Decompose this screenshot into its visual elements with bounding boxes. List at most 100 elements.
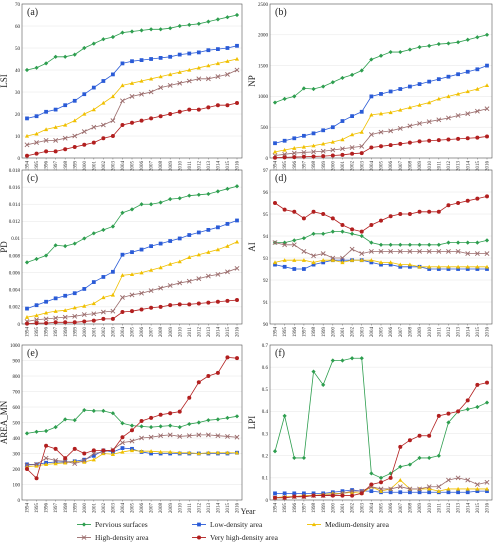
data-point — [101, 295, 106, 300]
y-tick-label: 0.012 — [9, 220, 21, 225]
y-tick-label: 0.4 — [262, 410, 269, 415]
data-point — [196, 76, 202, 82]
data-point — [34, 317, 39, 323]
data-point — [196, 380, 201, 385]
data-point — [177, 236, 182, 241]
data-point — [436, 413, 441, 418]
data-point — [72, 446, 77, 451]
panel-3: 0 0.002 0.004 0.006 0.008 0.01 0.012 0.014 0.016… — [0, 169, 243, 338]
y-tick-label: 900 — [13, 359, 21, 364]
data-point — [379, 262, 383, 267]
data-point — [91, 41, 96, 46]
data-point — [446, 411, 451, 416]
data-point — [205, 273, 211, 279]
data-point — [484, 83, 490, 87]
plot-frame — [21, 3, 243, 159]
data-point — [53, 243, 58, 248]
data-point — [43, 310, 49, 315]
data-point — [474, 482, 480, 487]
data-point — [330, 153, 335, 158]
data-point — [53, 125, 58, 129]
data-point — [149, 116, 154, 121]
data-point — [158, 433, 164, 439]
data-point — [340, 75, 345, 81]
x-tick-label: 2009 — [418, 503, 423, 514]
data-point — [272, 100, 278, 105]
x-tick-label: 2012 — [197, 327, 202, 338]
y-tick-label: 0 — [266, 499, 269, 504]
data-point — [72, 320, 77, 325]
x-tick-label: 2009 — [169, 161, 174, 172]
data-point — [101, 227, 106, 232]
data-point — [426, 248, 432, 254]
data-point — [234, 414, 240, 419]
data-point — [320, 251, 326, 257]
data-point — [465, 267, 470, 271]
data-point — [225, 46, 230, 50]
y-tick-label: 0.008 — [9, 254, 21, 259]
x-tick-label: 2010 — [428, 161, 433, 172]
data-point — [53, 54, 58, 59]
data-point — [120, 123, 125, 127]
series-pervious-surfaces — [272, 32, 490, 105]
data-point — [321, 258, 326, 262]
data-point — [186, 278, 192, 284]
x-tick-label: 2005 — [380, 327, 385, 338]
data-point — [427, 433, 432, 438]
data-point — [216, 47, 220, 51]
series-medium-density-area — [24, 56, 240, 138]
y-tick-label: 90 — [263, 323, 269, 328]
x-tick-label: 2000 — [331, 161, 336, 172]
data-point — [101, 37, 106, 42]
data-point — [350, 151, 355, 156]
data-point — [158, 200, 163, 205]
data-point — [129, 93, 135, 99]
data-point — [130, 309, 134, 314]
data-point — [301, 494, 306, 499]
data-point — [349, 488, 355, 494]
x-tick-label: 1994 — [26, 327, 31, 338]
data-point — [397, 248, 403, 254]
legend-marker — [81, 535, 87, 540]
data-point — [398, 464, 403, 469]
data-point — [417, 209, 422, 214]
data-point — [359, 151, 364, 156]
data-point — [407, 123, 413, 129]
data-point — [62, 314, 68, 320]
data-point — [72, 313, 78, 319]
data-point — [475, 67, 480, 72]
data-point — [72, 98, 77, 103]
data-point — [321, 493, 326, 498]
y-tick-label: 2500 — [258, 3, 269, 8]
x-tick-label: 2011 — [437, 161, 442, 171]
data-point — [388, 89, 393, 94]
legend-label: High-density area — [95, 533, 149, 542]
data-point — [359, 251, 365, 257]
x-tick-label: 2003 — [360, 327, 365, 338]
series-very-high-density-area — [273, 134, 489, 160]
x-tick-label: 2013 — [457, 503, 462, 514]
data-point — [24, 315, 30, 319]
data-point — [311, 209, 316, 214]
legend-label: Pervious surfaces — [95, 520, 148, 529]
data-point — [91, 124, 97, 130]
data-point — [158, 285, 164, 291]
y-axis-label: AI — [247, 242, 257, 252]
data-point — [368, 132, 374, 138]
x-tick-label: 2003 — [360, 503, 365, 514]
y-tick-label: 0.01 — [11, 237, 20, 242]
data-point — [330, 493, 335, 498]
panel-2: 0 500 1000 1500 2000 2500 1994 1995 1996 1997 1998… — [247, 3, 493, 172]
data-point — [369, 145, 374, 150]
data-point — [427, 455, 432, 461]
data-point — [388, 248, 394, 254]
data-point — [398, 444, 403, 449]
data-point — [168, 72, 173, 77]
x-tick-label: 2013 — [207, 503, 212, 514]
data-point — [44, 109, 48, 114]
data-point — [234, 12, 240, 18]
data-point — [359, 356, 364, 361]
x-tick-label: 2001 — [341, 161, 346, 172]
data-point — [196, 192, 201, 197]
x-tick-label: 2009 — [169, 327, 174, 338]
